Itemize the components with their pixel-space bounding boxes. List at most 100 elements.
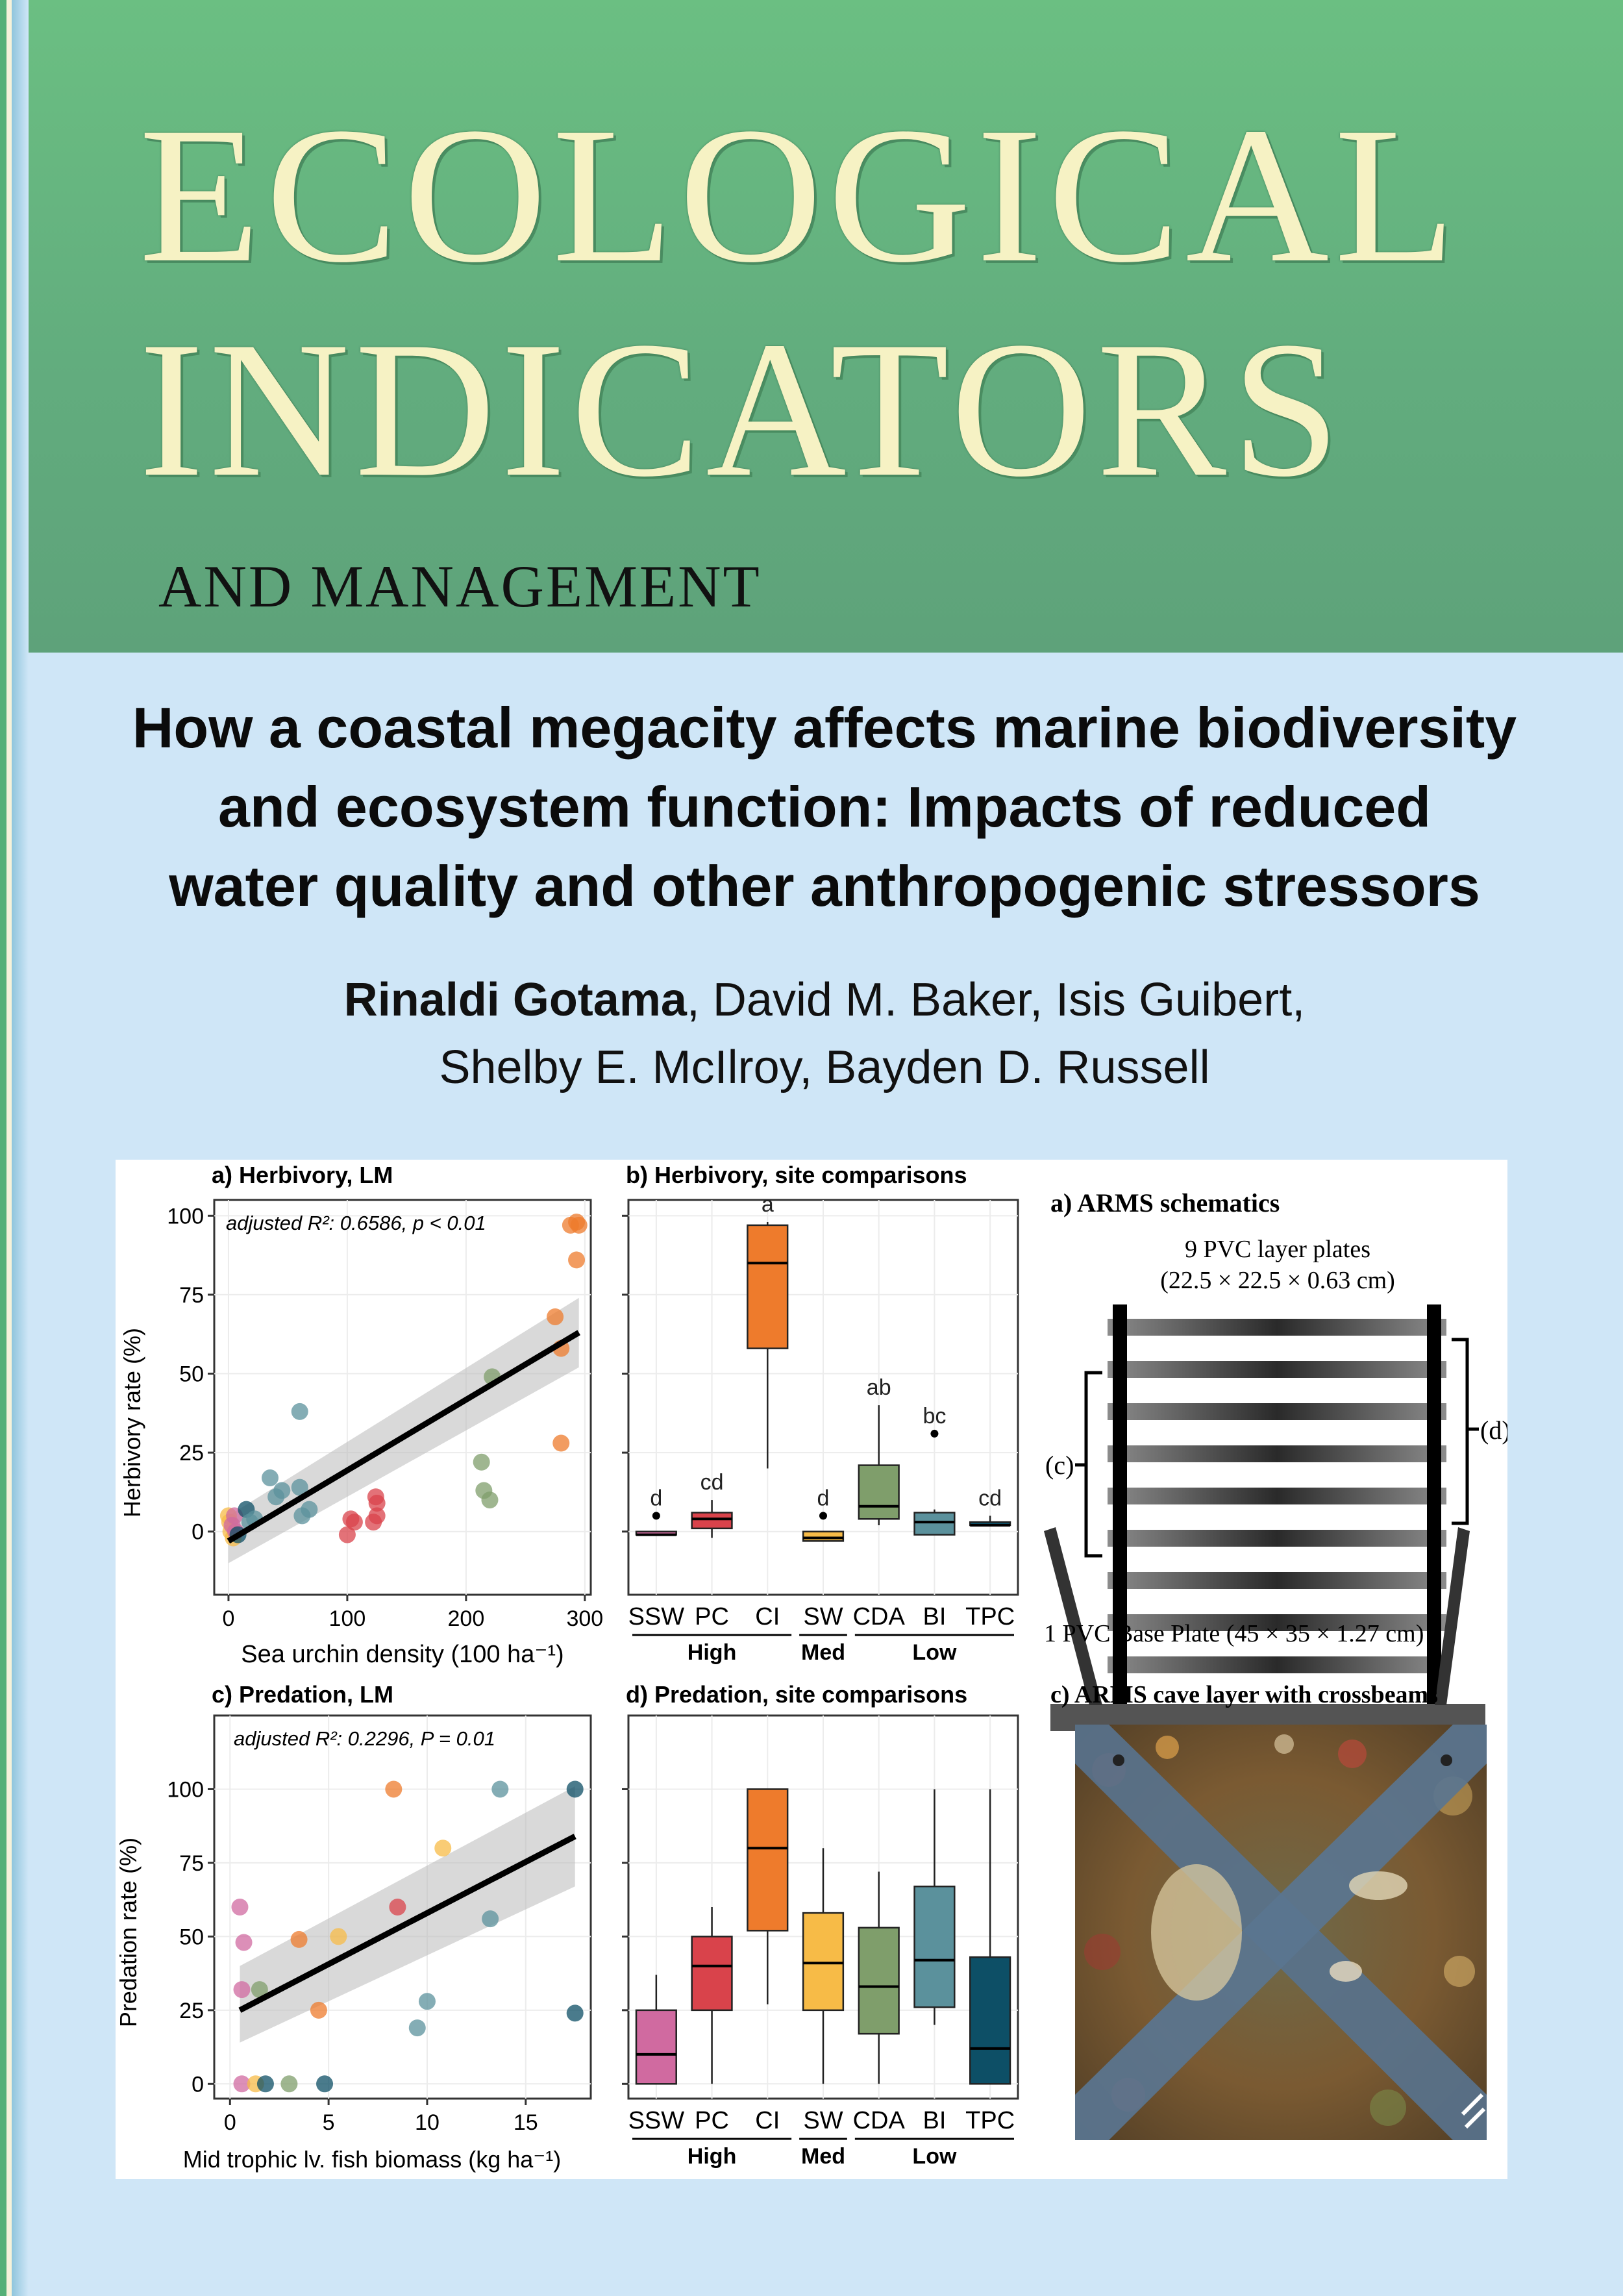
chart-c-data-point xyxy=(316,2075,334,2093)
chart-d-box xyxy=(858,1927,900,2035)
chart-a-title: a) Herbivory, LM xyxy=(212,1162,393,1188)
chart-a-data-point xyxy=(473,1453,490,1471)
chart-a-ytick-label: 25 xyxy=(179,1441,204,1466)
chart-b-category-label: BI xyxy=(923,1603,946,1630)
chart-c-data-point xyxy=(330,1928,347,1945)
chart-c-regression-line xyxy=(238,1834,576,2013)
chart-b-category-label: TPC xyxy=(965,1603,1015,1630)
chart-c-ytick-label: 75 xyxy=(179,1851,204,1876)
authors-line2: Shelby E. McIlroy, Bayden D. Russell xyxy=(439,1042,1210,1093)
journal-title-line2: INDICATORS xyxy=(139,301,1346,517)
chart-b-group-label: Med xyxy=(801,1640,845,1665)
chart-c-ylabel: Predation rate (%) xyxy=(116,1838,142,2027)
chart-c-data-point xyxy=(290,1930,308,1948)
chart-c-xtick-label: 5 xyxy=(323,2110,335,2135)
chart-c-data-point xyxy=(231,1899,249,1915)
chart-a-ytick-label: 100 xyxy=(167,1204,204,1229)
chart-a-data-point xyxy=(261,1469,279,1487)
pvc-layer-plate xyxy=(1108,1614,1446,1631)
chart-c-data-point xyxy=(389,1899,406,1915)
chart-a-data-point xyxy=(291,1403,308,1420)
chart-c-data-point xyxy=(235,1934,253,1951)
arms-photo-title: c) ARMS cave layer with crossbeams xyxy=(1050,1681,1438,1708)
chart-c-data-point xyxy=(566,1780,584,1798)
chart-a-data-point xyxy=(338,1526,356,1543)
title-line: water quality and other anthropogenic st… xyxy=(169,854,1480,918)
bracket-d xyxy=(1452,1338,1469,1525)
bracket-d-label: (d) xyxy=(1480,1416,1507,1445)
chart-a-ylabel: Herbivory rate (%) xyxy=(119,1328,145,1517)
chart-b-significance-letter: cd xyxy=(978,1486,1002,1510)
pvc-layer-plate xyxy=(1108,1361,1446,1378)
chart-c-xtick-label: 10 xyxy=(415,2110,440,2135)
chart-a-regression-line xyxy=(227,1330,581,1544)
chart-a-data-point xyxy=(481,1491,499,1509)
author-list: Rinaldi Gotama, David M. Baker, Isis Gui… xyxy=(78,966,1571,1101)
chart-c-data-point xyxy=(233,2075,251,2093)
chart-c-data-point xyxy=(482,1910,499,1928)
arms-photo-panel: c) ARMS cave layer with crossbeams xyxy=(1050,1681,1487,2140)
pvc-layer-plate xyxy=(1108,1488,1446,1504)
chart-c-ytick-label: 50 xyxy=(179,1925,204,1949)
chart-b-significance-letter: a xyxy=(762,1192,774,1217)
chart-d-group-label: Med xyxy=(801,2144,845,2169)
figure-panel: a) Herbivory, LM 0 25 50 75 100 0 100 200 300 ad… xyxy=(115,1160,1511,2179)
chart-a-ytick-label: 0 xyxy=(192,1520,204,1545)
chart-a-data-point xyxy=(368,1507,386,1525)
chart-a-confidence-band xyxy=(228,1297,579,1564)
pvc-layer-plate xyxy=(1108,1572,1446,1589)
chart-b-significance-letter: ab xyxy=(867,1375,891,1400)
shell xyxy=(1330,1961,1362,1982)
chart-b-outlier xyxy=(930,1429,939,1438)
chart-b-title: b) Herbivory, site comparisons xyxy=(626,1162,967,1188)
chart-a-ytick-label: 75 xyxy=(179,1283,204,1308)
chart-c-plot: 0 25 50 75 100 0 5 10 15 xyxy=(167,1714,592,2135)
chart-a-xtick-label: 100 xyxy=(329,1606,366,1631)
chart-d-category-label: TPC xyxy=(965,2107,1015,2134)
chart-d-box xyxy=(913,1885,956,2008)
chart-a-data-point xyxy=(568,1251,586,1269)
bracket-c-label: (c) xyxy=(1045,1451,1074,1480)
chart-a-plot: 0 25 50 75 100 0 100 200 300 xyxy=(167,1199,603,1631)
chart-d-group-label: Low xyxy=(912,2144,957,2169)
pvc-layer-plate xyxy=(1108,1530,1446,1547)
sea-squirt-left xyxy=(1151,1864,1242,2001)
first-author: Rinaldi Gotama xyxy=(343,974,687,1026)
journal-header: ECOLOGICAL INDICATORS AND MANAGEMENT xyxy=(29,0,1623,653)
chart-c-data-point xyxy=(385,1780,403,1798)
pvc-layer-plates xyxy=(1108,1319,1446,1673)
pvc-layer-plate xyxy=(1108,1319,1446,1336)
chart-d-box xyxy=(635,2009,677,2085)
chart-c-data-point xyxy=(233,1981,251,1999)
journal-subtitle: AND MANAGEMENT xyxy=(158,553,762,619)
chart-a-xtick-label: 200 xyxy=(448,1606,485,1631)
pvc-layer-plate xyxy=(1108,1403,1446,1420)
plates-dimension: (22.5 × 22.5 × 0.63 cm) xyxy=(1160,1267,1395,1294)
authors-line1: Rinaldi Gotama, David M. Baker, Isis Gui… xyxy=(78,966,1571,1034)
chart-d-category-label: BI xyxy=(923,2107,946,2134)
chart-b-plot: SSW PC CI SW CDA BI TPC d cd a d ab bc cd High Med Low xyxy=(622,1192,1019,1665)
chart-a-data-point xyxy=(291,1479,308,1496)
title-line: How a coastal megacity affects marine bi… xyxy=(132,695,1517,760)
chart-b-category-label: PC xyxy=(695,1603,729,1630)
sea-squirt-right xyxy=(1349,1871,1407,1900)
chart-b-category-label: SW xyxy=(803,1603,843,1630)
chart-a-data-point xyxy=(547,1308,564,1325)
chart-c-data-point xyxy=(280,2075,298,2093)
chart-b-box xyxy=(913,1512,956,1536)
right-corner-post xyxy=(1427,1304,1441,1712)
base-plate-label: 1 PVC Base Plate (45 × 35 × 1.27 cm) xyxy=(1044,1620,1424,1647)
chart-c-data-point xyxy=(491,1780,509,1798)
chart-c-data-point xyxy=(251,1981,268,1999)
bracket-c xyxy=(1084,1371,1102,1558)
left-edge-stripe xyxy=(0,0,29,2296)
plates-label: 9 PVC layer plates xyxy=(1185,1236,1370,1263)
chart-d-box xyxy=(802,1912,845,2012)
chart-b-group-label: Low xyxy=(912,1640,957,1665)
chart-b-box xyxy=(802,1530,845,1542)
chart-b-category-label: SSW xyxy=(628,1603,685,1630)
arms-schematic-title: a) ARMS schematics xyxy=(1050,1188,1280,1217)
chart-c-ytick-label: 100 xyxy=(167,1777,204,1802)
chart-a-data-point xyxy=(552,1434,570,1452)
